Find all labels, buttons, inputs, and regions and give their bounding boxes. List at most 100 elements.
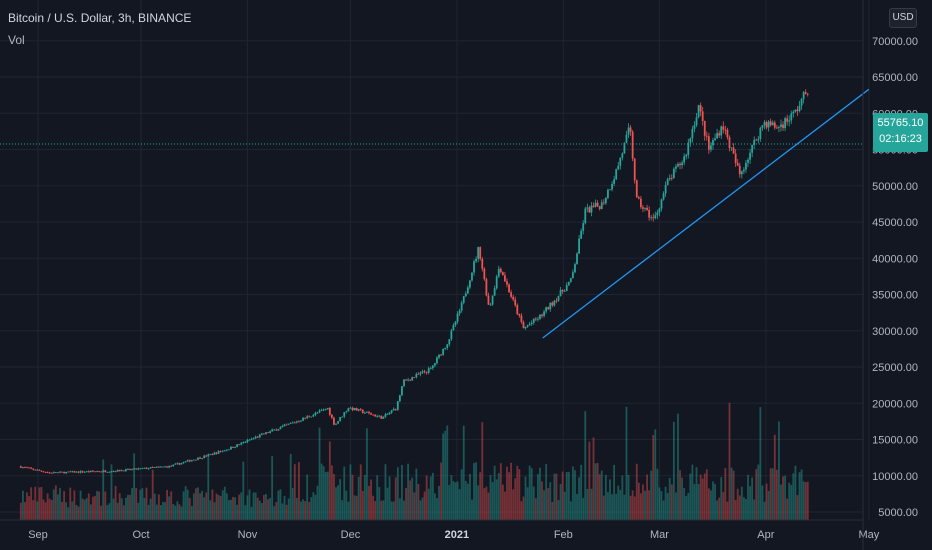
candle-body bbox=[263, 433, 265, 435]
candle-body bbox=[794, 109, 797, 112]
candle-body bbox=[784, 118, 786, 129]
candle-body bbox=[689, 138, 692, 143]
volume-bar bbox=[333, 474, 335, 520]
volume-bar bbox=[462, 425, 465, 520]
volume-bars bbox=[19, 402, 809, 520]
volume-bar bbox=[44, 502, 47, 520]
candle-body bbox=[386, 414, 389, 415]
volume-bar bbox=[145, 487, 148, 520]
volume-bar bbox=[559, 484, 562, 520]
candle-body bbox=[520, 315, 523, 323]
volume-bar bbox=[291, 487, 294, 520]
candle-body bbox=[285, 424, 288, 426]
volume-bar bbox=[613, 464, 616, 520]
volume-bar bbox=[52, 489, 55, 520]
candle-body bbox=[124, 469, 127, 472]
volume-bar bbox=[732, 470, 735, 520]
volume-bar bbox=[269, 497, 271, 520]
candle-body bbox=[726, 129, 729, 138]
candle-body bbox=[806, 93, 809, 95]
volume-bar bbox=[87, 493, 90, 520]
candle-body bbox=[374, 414, 377, 417]
candle-body bbox=[652, 217, 655, 219]
candle-body bbox=[775, 127, 778, 129]
candle-body bbox=[219, 451, 222, 452]
volume-bar bbox=[751, 477, 754, 520]
volume-bar bbox=[765, 483, 768, 520]
volume-bar bbox=[444, 430, 447, 520]
volume-bar bbox=[289, 453, 292, 520]
volume-bar bbox=[431, 472, 434, 520]
volume-indicator-label[interactable]: Vol bbox=[8, 33, 25, 47]
candle-body bbox=[337, 420, 339, 424]
volume-bar bbox=[182, 491, 185, 520]
candle-body bbox=[94, 471, 96, 473]
volume-bar bbox=[374, 501, 377, 520]
candle-body bbox=[48, 472, 51, 474]
chart-title[interactable]: Bitcoin / U.S. Dollar, 3h, BINANCE bbox=[8, 11, 192, 25]
candle-body bbox=[646, 207, 648, 210]
volume-bar bbox=[178, 504, 181, 520]
candle-body bbox=[201, 458, 204, 459]
volume-bar bbox=[59, 487, 61, 520]
candle-body bbox=[388, 412, 391, 415]
volume-bar bbox=[730, 467, 733, 520]
candle-body bbox=[147, 468, 150, 470]
candle-body bbox=[324, 409, 327, 411]
candle-body bbox=[588, 207, 591, 213]
volume-bar bbox=[141, 488, 144, 520]
volume-bar bbox=[728, 402, 731, 520]
candle-body bbox=[83, 471, 86, 473]
currency-button[interactable]: USD bbox=[889, 8, 917, 28]
volume-bar bbox=[520, 501, 523, 520]
volume-bar bbox=[250, 506, 253, 520]
candle-body bbox=[384, 414, 387, 417]
candle-body bbox=[675, 166, 677, 169]
candle-body bbox=[166, 466, 168, 468]
candle-body bbox=[425, 372, 428, 373]
candle-body bbox=[475, 258, 477, 262]
volume-bar bbox=[271, 456, 274, 520]
candle-body bbox=[782, 124, 784, 129]
volume-bar bbox=[203, 497, 206, 520]
y-tick-label: 10000.00 bbox=[872, 471, 918, 483]
volume-bar bbox=[89, 504, 92, 520]
volume-bar bbox=[740, 486, 743, 520]
candle-body bbox=[87, 471, 90, 473]
volume-bar bbox=[588, 441, 591, 520]
candle-body bbox=[396, 401, 399, 410]
candle-body bbox=[92, 470, 94, 472]
volume-bar bbox=[396, 467, 399, 520]
candle-body bbox=[450, 330, 453, 340]
candle-body bbox=[524, 326, 527, 329]
volume-bar bbox=[133, 453, 136, 520]
volume-bar bbox=[24, 502, 26, 520]
candle-body bbox=[473, 261, 475, 273]
y-tick-label: 30000.00 bbox=[872, 326, 918, 338]
trendline[interactable] bbox=[542, 88, 870, 339]
candle-body bbox=[139, 468, 142, 470]
volume-bar bbox=[697, 483, 700, 520]
volume-bar bbox=[695, 467, 698, 520]
volume-bar bbox=[153, 493, 156, 520]
volume-bar bbox=[699, 474, 702, 520]
candle-body bbox=[730, 147, 733, 149]
candle-body bbox=[118, 469, 121, 472]
volume-bar bbox=[137, 502, 140, 520]
candle-body bbox=[740, 171, 743, 175]
candle-body bbox=[510, 292, 513, 297]
volume-bar bbox=[592, 437, 595, 520]
volume-bar bbox=[689, 473, 692, 520]
volume-bar bbox=[135, 487, 138, 520]
candle-body bbox=[104, 470, 107, 472]
candle-body bbox=[565, 285, 568, 292]
volume-bar bbox=[792, 473, 795, 520]
candle-body bbox=[464, 293, 467, 297]
volume-bar bbox=[370, 479, 372, 520]
candle-body bbox=[569, 278, 572, 282]
candle-body bbox=[635, 180, 638, 198]
volume-bar bbox=[166, 489, 168, 520]
volume-bar bbox=[283, 495, 286, 520]
volume-bar bbox=[747, 474, 749, 520]
